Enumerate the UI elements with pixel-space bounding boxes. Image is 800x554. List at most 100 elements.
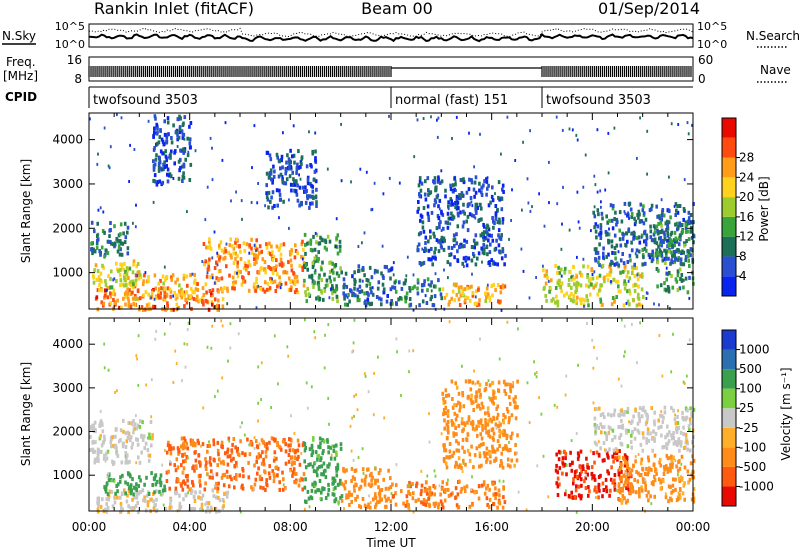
- data-cell: [650, 253, 653, 257]
- data-cell: [319, 441, 322, 446]
- data-cell: [454, 182, 457, 187]
- noise-left-tick-bottom: 10^0: [55, 38, 85, 51]
- data-cell: [463, 211, 466, 216]
- data-cell: [586, 264, 590, 269]
- data-cell: [665, 271, 668, 276]
- data-cell: [462, 461, 465, 465]
- data-cell: [368, 282, 372, 286]
- data-cell: [478, 444, 481, 449]
- data-cell: [181, 179, 184, 183]
- data-cell: [114, 434, 117, 439]
- data-cell: [272, 164, 275, 169]
- data-cell: [302, 247, 305, 252]
- data-cell: [544, 293, 547, 298]
- data-cell: [246, 437, 249, 442]
- data-cell: [104, 282, 108, 287]
- data-cell: [196, 438, 200, 443]
- data-cell: [611, 480, 614, 485]
- data-cell: [422, 282, 426, 287]
- data-cell: [614, 456, 617, 461]
- data-cell: [97, 208, 100, 212]
- colorbar-frame: [721, 117, 737, 297]
- data-cell: [291, 448, 295, 453]
- data-cell: [338, 481, 342, 486]
- data-cell: [622, 457, 626, 462]
- data-cell: [98, 288, 101, 293]
- data-cell: [198, 460, 201, 465]
- data-cell: [500, 233, 503, 238]
- data-cell: [145, 383, 148, 387]
- data-cell: [406, 484, 410, 489]
- data-cell: [596, 208, 600, 213]
- data-cell: [671, 483, 675, 488]
- data-cell: [250, 201, 253, 204]
- data-cell: [189, 162, 193, 167]
- data-cell: [598, 263, 601, 267]
- data-cell: [187, 491, 189, 495]
- data-cell: [322, 461, 326, 466]
- data-cell: [286, 153, 289, 158]
- data-cell: [191, 439, 194, 444]
- data-cell: [461, 291, 464, 296]
- data-cell: [226, 302, 229, 306]
- data-cell: [329, 456, 333, 461]
- data-cell: [491, 449, 494, 454]
- data-cell: [190, 487, 192, 491]
- data-cell: [116, 482, 120, 487]
- data-cell: [294, 480, 298, 485]
- data-cell: [504, 382, 507, 387]
- data-cell: [270, 177, 273, 182]
- data-cell: [425, 499, 428, 504]
- colorbar-tick-label: 20: [739, 190, 754, 204]
- data-cell: [290, 248, 293, 253]
- data-cell: [498, 197, 502, 202]
- data-cell: [451, 216, 454, 221]
- data-cell: [448, 455, 452, 459]
- data-cell: [176, 132, 179, 137]
- data-cell: [172, 177, 175, 180]
- data-cell: [453, 298, 456, 303]
- data-cell: [213, 484, 216, 488]
- data-cell: [380, 297, 383, 302]
- data-cell: [241, 279, 245, 284]
- data-cell: [544, 281, 548, 286]
- data-cell: [691, 454, 694, 459]
- data-cell: [142, 434, 146, 439]
- data-cell: [509, 448, 512, 452]
- data-cell: [626, 465, 629, 470]
- data-cell: [236, 260, 239, 265]
- time-tick-label: 00:00: [72, 520, 107, 534]
- data-cell: [683, 465, 687, 470]
- data-cell: [501, 247, 505, 252]
- data-cell: [491, 481, 495, 486]
- data-cell: [493, 261, 497, 266]
- data-cell: [257, 419, 259, 423]
- data-cell: [503, 262, 506, 267]
- data-cell: [473, 245, 476, 250]
- colorbar-tick-label: -25: [739, 421, 759, 435]
- data-cell: [419, 231, 422, 236]
- data-cell: [450, 379, 454, 384]
- data-cell: [211, 488, 215, 493]
- data-cell: [610, 261, 614, 265]
- data-cell: [455, 413, 459, 418]
- data-cell: [147, 119, 150, 123]
- data-cell: [299, 177, 302, 181]
- data-cell: [189, 273, 192, 278]
- data-cell: [300, 162, 303, 167]
- y-tick-label: 3000: [52, 381, 83, 395]
- data-cell: [178, 168, 181, 173]
- data-cell: [165, 275, 169, 279]
- data-cell: [116, 495, 119, 500]
- data-cell: [501, 447, 505, 451]
- data-cell: [136, 442, 140, 447]
- data-cell: [294, 249, 298, 253]
- data-cell: [304, 185, 307, 190]
- data-cell: [478, 454, 482, 459]
- data-cell: [577, 281, 580, 286]
- data-cell: [660, 230, 663, 234]
- data-cell: [602, 488, 606, 492]
- data-cell: [204, 259, 208, 264]
- data-cell: [92, 427, 95, 432]
- data-cell: [328, 239, 332, 244]
